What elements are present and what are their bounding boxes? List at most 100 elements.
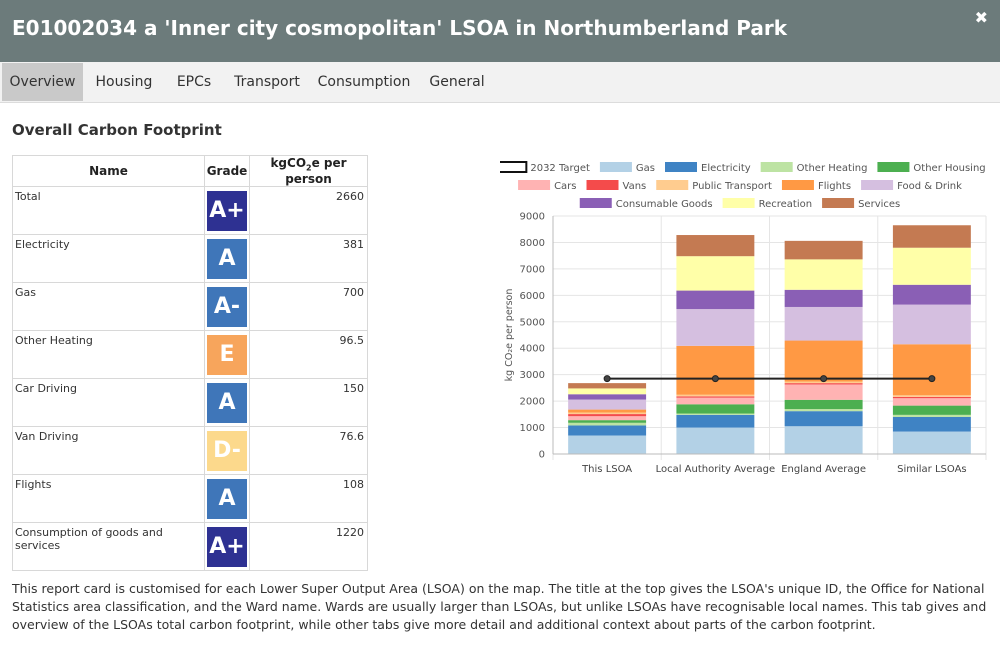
- carbon-footprint-table: Name Grade kgCO2e per person Total A+ 26…: [12, 154, 368, 572]
- bar-segment: [892, 284, 971, 305]
- bar-segment: [568, 414, 647, 417]
- bar-segment: [892, 344, 971, 396]
- bar-segment: [892, 398, 971, 406]
- legend-label: 2032 Target: [530, 163, 590, 174]
- row-value: 150: [249, 378, 368, 428]
- bar-segment: [568, 425, 647, 436]
- legend-swatch: [877, 162, 910, 172]
- y-tick-label: 4000: [520, 344, 545, 355]
- bar-segment: [892, 414, 971, 417]
- legend-swatch: [599, 162, 632, 172]
- legend-label: Other Housing: [913, 163, 985, 174]
- bar-segment: [568, 422, 647, 426]
- legend-label: Gas: [636, 163, 655, 174]
- row-value: 108: [249, 474, 368, 524]
- row-name: Van Driving: [12, 426, 205, 476]
- bar-segment: [784, 381, 863, 384]
- column-header-grade: Grade: [204, 154, 250, 188]
- table-row: Electricity A 381: [12, 234, 368, 284]
- bar-segment: [784, 399, 863, 410]
- row-value: 1220: [249, 522, 368, 572]
- y-tick-label: 3000: [520, 370, 545, 381]
- bar-segment: [676, 427, 755, 454]
- x-tick-label: This LSOA: [581, 464, 632, 475]
- bar-segment: [784, 240, 863, 260]
- tab-bar: Overview Housing EPCs Transport Consumpt…: [0, 62, 1000, 103]
- tab-overview[interactable]: Overview: [2, 63, 83, 101]
- column-header-name: Name: [12, 154, 205, 188]
- target-point: [711, 375, 719, 383]
- tab-consumption[interactable]: Consumption: [317, 74, 411, 90]
- tab-epcs[interactable]: EPCs: [176, 74, 212, 90]
- tab-housing[interactable]: Housing: [95, 74, 153, 90]
- row-name: Gas: [12, 282, 205, 332]
- bar-segment: [784, 289, 863, 307]
- y-tick-label: 8000: [520, 238, 545, 249]
- legend-label: Food & Drink: [897, 181, 962, 192]
- table-row: Other Heating E 96.5: [12, 330, 368, 380]
- bar-segment: [784, 340, 863, 382]
- row-name: Other Heating: [12, 330, 205, 380]
- bar-segment: [784, 383, 863, 385]
- row-value: 700: [249, 282, 368, 332]
- target-point: [820, 375, 828, 383]
- carbon-footprint-chart: 2032 Target Gas Electricity Other Heating Ot…: [500, 161, 987, 475]
- bar-segment: [676, 394, 755, 397]
- bar-segment: [568, 435, 647, 454]
- legend-label: Cars: [554, 181, 576, 192]
- bar-segment: [568, 416, 647, 421]
- bar-segment: [676, 413, 755, 415]
- legend-label: Consumable Goods: [616, 199, 713, 210]
- row-value: 2660: [249, 186, 368, 236]
- legend-label: Flights: [818, 181, 851, 192]
- legend-label: Recreation: [759, 199, 812, 210]
- table-row: Total A+ 2660: [12, 186, 368, 236]
- bar-segment: [676, 309, 755, 346]
- bar-segment: [568, 399, 647, 410]
- legend-swatch: [760, 162, 793, 172]
- bar-segment: [568, 394, 647, 400]
- bar-segment: [568, 383, 647, 389]
- bar-segment: [784, 384, 863, 400]
- table-row: Gas A- 700: [12, 282, 368, 332]
- bar-segment: [892, 431, 971, 454]
- y-tick-label: 0: [539, 450, 545, 461]
- bar-segment: [676, 396, 755, 398]
- tab-general[interactable]: General: [429, 74, 485, 90]
- legend-swatch: [781, 180, 814, 190]
- bar-segment: [784, 409, 863, 412]
- table-row: Flights A 108: [12, 474, 368, 524]
- y-tick-label: 9000: [520, 212, 545, 223]
- legend-label: Other Heating: [797, 163, 868, 174]
- y-tick-label: 6000: [520, 291, 545, 302]
- x-tick-label: Local Authority Average: [656, 464, 776, 475]
- section-title: Overall Carbon Footprint: [12, 121, 222, 139]
- row-value: 96.5: [249, 330, 368, 380]
- legend-swatch-target: [500, 161, 528, 173]
- bar-segment: [676, 414, 755, 428]
- close-icon[interactable]: ✖: [974, 8, 988, 27]
- bar-segment: [892, 395, 971, 397]
- row-value: 381: [249, 234, 368, 284]
- grade-badge: D-: [207, 430, 247, 471]
- bar-segment: [676, 404, 755, 414]
- legend-swatch: [586, 180, 619, 190]
- row-name: Electricity: [12, 234, 205, 284]
- bar-segment: [892, 416, 971, 432]
- grade-badge: A: [207, 382, 247, 423]
- bar-segment: [892, 405, 971, 415]
- target-point: [603, 375, 611, 383]
- y-tick-label: 5000: [520, 317, 545, 328]
- grade-badge: A: [207, 478, 247, 519]
- y-axis-label: kg CO₂e per person: [504, 289, 515, 382]
- grade-badge: A+: [207, 526, 247, 567]
- bar-segment: [784, 411, 863, 427]
- bar-segment: [784, 306, 863, 341]
- legend-swatch: [518, 180, 551, 190]
- x-tick-label: England Average: [781, 464, 866, 475]
- bar-segment: [784, 426, 863, 454]
- y-tick-label: 2000: [520, 397, 545, 408]
- modal-header: E01002034 a 'Inner city cosmopolitan' LS…: [0, 0, 1000, 62]
- table-row: Car Driving A 150: [12, 378, 368, 428]
- tab-transport[interactable]: Transport: [234, 74, 300, 90]
